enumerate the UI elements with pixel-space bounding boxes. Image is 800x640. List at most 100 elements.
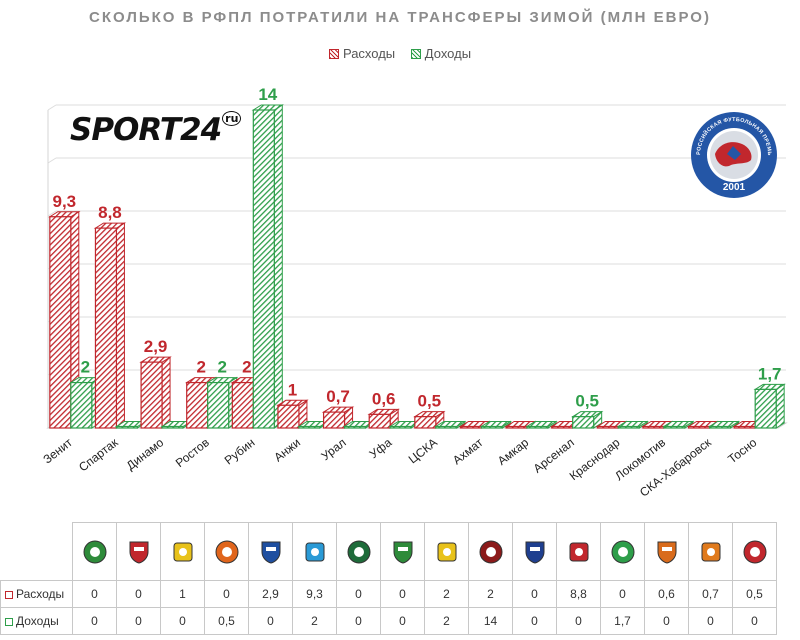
table-cell-income: 0 — [512, 607, 557, 635]
club-icon-cell — [424, 522, 469, 581]
crest-inner — [133, 546, 144, 551]
row-swatch-expenses — [5, 590, 13, 599]
table-cell-income: 14 — [468, 607, 513, 635]
gridline-side — [47, 157, 57, 164]
row-label-expenses-text: Расходы — [16, 587, 65, 601]
arsenal-crest-icon — [215, 540, 238, 563]
ska-khabarovsk-crest-icon — [525, 541, 544, 564]
table-cell-expenses: 2 — [424, 580, 469, 608]
bar-income — [753, 383, 786, 429]
club-icon-cell — [116, 522, 161, 581]
bar-front — [161, 425, 184, 429]
legend-item-income[interactable]: Доходы — [410, 46, 472, 61]
x-tick-label: Урал — [318, 435, 348, 463]
data-label: 9,3 — [52, 192, 76, 211]
club-icon-cell — [380, 522, 425, 581]
row-swatch-income — [5, 617, 13, 626]
bar-front — [298, 425, 321, 429]
club-icon-cell — [512, 522, 557, 581]
data-label: 0,5 — [417, 392, 441, 411]
bar-income — [160, 420, 193, 429]
table-cell-expenses: 1 — [160, 580, 205, 608]
bar-front — [435, 425, 458, 429]
table-cell-income: 0 — [688, 607, 733, 635]
crest-inner — [310, 547, 319, 556]
table-cell-expenses: 0 — [512, 580, 557, 608]
club-icon-cell — [556, 522, 601, 581]
club-icon-cell — [600, 522, 645, 581]
crest-inner — [617, 546, 628, 557]
table-cell-income: 0,5 — [204, 607, 249, 635]
legend: Расходы Доходы — [0, 46, 800, 62]
bar-income — [479, 420, 513, 429]
crest-shape — [261, 541, 280, 564]
bar-front — [70, 381, 93, 429]
club-icon-cell — [292, 522, 337, 581]
zenit-crest-icon — [305, 542, 324, 561]
crest-shape — [657, 541, 676, 564]
club-icon-cell — [336, 522, 381, 581]
cska-crest-icon — [743, 540, 766, 563]
table-cell-expenses: 0,7 — [688, 580, 733, 608]
bar-expenses — [139, 356, 172, 429]
bar-front — [526, 425, 549, 429]
row-label-expenses: Расходы — [0, 580, 73, 608]
legend-item-expenses[interactable]: Расходы — [328, 46, 395, 61]
legend-swatch-income — [410, 48, 421, 59]
table-cell-income: 0 — [248, 607, 293, 635]
table-cell-expenses: 0 — [204, 580, 249, 608]
table-cell-expenses: 9,3 — [292, 580, 337, 608]
ufa-crest-icon — [657, 541, 676, 564]
crest-inner — [574, 547, 583, 556]
anzhi-crest-icon — [173, 542, 192, 561]
bar-front — [708, 425, 732, 429]
bar-front — [368, 413, 391, 429]
bar-front — [642, 425, 665, 429]
tosno-crest-icon — [611, 540, 634, 563]
table-cell-expenses: 0,5 — [732, 580, 777, 608]
ural-crest-icon — [701, 542, 720, 561]
crest-shape — [393, 541, 412, 564]
x-tick-label: Рубин — [222, 435, 258, 467]
table-cell-income: 0 — [556, 607, 601, 635]
club-icon-cell — [72, 522, 117, 581]
krasnodar-crest-icon — [347, 540, 370, 563]
table-cell-income: 1,7 — [600, 607, 645, 635]
table-icon-row — [1, 522, 777, 581]
data-label: 0,6 — [372, 389, 396, 408]
bar-front — [389, 425, 412, 429]
akhmat-crest-icon — [83, 540, 106, 563]
legend-label-income: Доходы — [424, 46, 472, 61]
table-cell-expenses: 0 — [380, 580, 425, 608]
table-cell-expenses: 0 — [72, 580, 117, 608]
sport24-logo: SPORT24 ru — [70, 111, 242, 148]
bar-expenses — [93, 222, 127, 429]
table-cell-expenses: 0 — [336, 580, 381, 608]
bar-income — [434, 420, 467, 429]
x-tick-label: Спартак — [76, 435, 121, 475]
x-tick-labels: Зенит Спартак Динамо Ростов Рубин Анжи Урал Уфа… — [41, 435, 760, 500]
bar-income — [251, 104, 285, 429]
x-tick-label: Анжи — [271, 435, 303, 464]
bars — [48, 104, 786, 429]
crest-inner — [749, 546, 760, 557]
lokomotiv-crest-icon — [393, 541, 412, 564]
bar-front — [207, 381, 230, 429]
bar-side — [775, 383, 785, 429]
crest-inner — [706, 547, 715, 556]
table-cell-income: 0 — [336, 607, 381, 635]
bar-income — [616, 420, 650, 429]
club-icon-cell — [204, 522, 249, 581]
table-cell-expenses: 2 — [468, 580, 513, 608]
bar-front — [617, 425, 640, 429]
bar-front — [252, 109, 275, 429]
bar-front — [480, 425, 504, 429]
rfpl-emblem: РОССИЙСКАЯ ФУТБОЛЬНАЯ ПРЕМЬЕР-ЛИГА 2001 — [689, 110, 777, 198]
data-label: 2,9 — [144, 337, 168, 356]
bar-front — [551, 425, 574, 429]
crest-inner — [89, 546, 100, 557]
bar-side — [273, 104, 283, 429]
amkar-crest-icon — [129, 541, 148, 564]
bar-front — [414, 416, 437, 429]
